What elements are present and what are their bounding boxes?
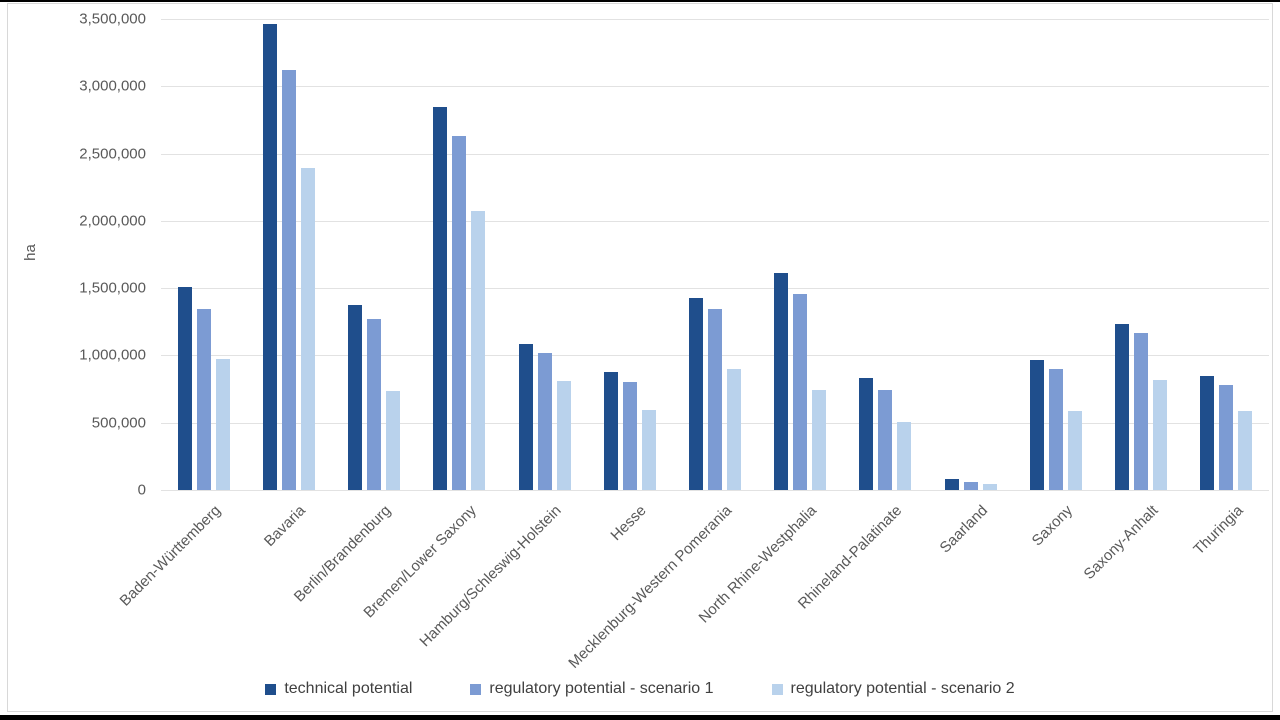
gridline <box>161 288 1269 290</box>
bar <box>1029 360 1044 490</box>
bar <box>196 309 211 490</box>
bar <box>622 382 637 490</box>
x-category-label: Baden-Württemberg <box>116 502 224 610</box>
bar-group-10 <box>928 19 1013 490</box>
x-category-label: Hesse <box>607 502 650 545</box>
bar <box>1219 385 1234 490</box>
bar <box>603 371 618 490</box>
gridline <box>161 19 1269 20</box>
bar <box>215 358 230 490</box>
bar <box>1048 368 1063 490</box>
bar <box>1238 411 1253 490</box>
y-tick-label: 500,000 <box>91 414 146 432</box>
legend-swatch-icon <box>265 683 277 695</box>
bar <box>944 479 959 490</box>
y-tick-label: 0 <box>137 481 146 499</box>
bar <box>982 483 997 490</box>
bar <box>878 390 893 490</box>
y-tick-label: 1,000,000 <box>79 346 146 364</box>
legend-item: regulatory potential - scenario 2 <box>771 680 1015 698</box>
y-axis-tick-labels: 0 500,000 1,000,000 1,500,000 2,000,000 2,500… <box>8 11 146 499</box>
x-axis-category-labels: Baden-Württemberg Bavaria Berlin/Brandenbu… <box>116 496 1269 672</box>
chart-frame: ha 0 500,000 1,000,000 1,500,000 2,000,000 2,… <box>7 3 1273 712</box>
bar <box>1200 376 1215 490</box>
bar <box>1115 324 1130 490</box>
x-category-label: Hamburg/Schleswig-Holstein <box>416 502 565 651</box>
gridline <box>161 86 1269 88</box>
gridline <box>161 153 1269 155</box>
bar-group-13 <box>1184 19 1269 490</box>
bar <box>641 409 656 490</box>
bar-group-1 <box>161 19 246 490</box>
bar <box>300 167 315 490</box>
bar <box>556 381 571 490</box>
gridline <box>161 220 1269 222</box>
bar <box>963 481 978 490</box>
y-tick-label: 3,500,000 <box>79 10 146 28</box>
letterbox-bottom <box>0 715 1280 720</box>
y-tick-label: 2,000,000 <box>79 212 146 230</box>
x-category-label: Bavaria <box>260 502 309 550</box>
bar-group-5 <box>502 19 587 490</box>
bar-group-11 <box>1013 19 1098 490</box>
bar <box>367 319 382 490</box>
bar <box>433 107 448 490</box>
bar <box>1153 379 1168 490</box>
bar-group-7 <box>672 19 757 490</box>
bar-group-3 <box>331 19 416 490</box>
bar-group-4 <box>417 19 502 490</box>
bar-group-9 <box>843 19 928 490</box>
bar <box>688 297 703 490</box>
x-category-label: Mecklenburg-Western Pomerania <box>565 502 736 672</box>
legend-label: technical potential <box>284 680 413 697</box>
y-tick-label: 3,000,000 <box>79 77 146 95</box>
bar <box>177 286 192 490</box>
legend-swatch-icon <box>470 683 482 695</box>
bar-group-12 <box>1099 19 1184 490</box>
x-category-label: Thuringia <box>1190 502 1247 559</box>
legend-label: regulatory potential - scenario 2 <box>790 680 1015 697</box>
bar <box>386 391 401 490</box>
bar <box>726 368 741 490</box>
bar-group-2 <box>246 19 331 490</box>
bar <box>707 309 722 490</box>
bar <box>262 24 277 490</box>
x-category-label: Saarland <box>936 502 991 557</box>
bar-group-6 <box>587 19 672 490</box>
gridline <box>161 490 1269 491</box>
bar <box>897 422 912 490</box>
bar <box>1067 411 1082 490</box>
legend-item: regulatory potential - scenario 1 <box>470 680 714 698</box>
letterbox-top <box>0 0 1280 2</box>
legend-swatch-icon <box>771 683 783 695</box>
bar <box>281 70 296 490</box>
bar <box>452 136 467 490</box>
bar <box>859 378 874 490</box>
chart-legend: technical potential regulatory potential … <box>8 680 1272 698</box>
bar-group-8 <box>758 19 843 490</box>
bar <box>793 293 808 490</box>
plot-area <box>161 19 1269 491</box>
bar <box>471 210 486 490</box>
bar <box>1134 333 1149 490</box>
x-category-label: Saxony-Anhalt <box>1080 502 1162 584</box>
y-tick-label: 2,500,000 <box>79 145 146 163</box>
bar <box>774 272 789 490</box>
x-category-label: Saxony <box>1028 502 1076 550</box>
y-tick-label: 1,500,000 <box>79 279 146 297</box>
bar <box>537 352 552 490</box>
legend-item: technical potential <box>265 680 412 698</box>
bar <box>348 304 363 490</box>
bar <box>518 344 533 490</box>
bar <box>812 390 827 490</box>
legend-label: regulatory potential - scenario 1 <box>489 680 714 697</box>
